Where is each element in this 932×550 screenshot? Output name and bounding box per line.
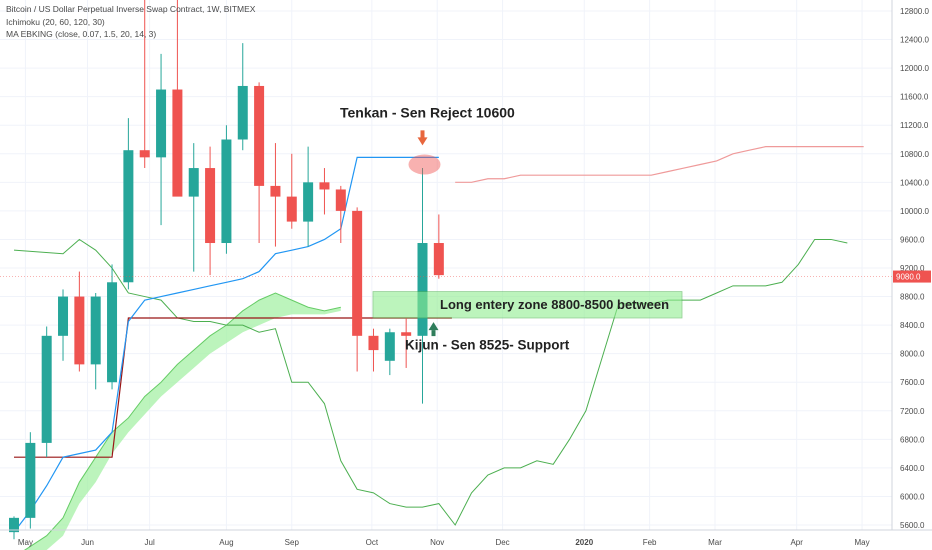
- tenkan-annotation-text: Tenkan - Sen Reject 10600: [340, 104, 515, 120]
- x-tick-label: May: [18, 538, 33, 547]
- candle-body: [172, 89, 183, 197]
- up-arrow-stem: [431, 330, 436, 337]
- y-tick-label: 12400.0: [900, 36, 929, 45]
- candle-body: [417, 243, 428, 336]
- y-tick-label: 12800.0: [900, 7, 929, 16]
- grid-lines: [0, 0, 892, 530]
- y-tick-label: 8800.0: [900, 293, 925, 302]
- x-tick-label: Sep: [285, 538, 300, 547]
- ichimoku-cloud: [23, 292, 341, 550]
- current-price-label: 9080.0: [896, 273, 921, 282]
- y-tick-label: 11600.0: [900, 93, 929, 102]
- candle-body: [221, 139, 232, 244]
- candle-body: [41, 335, 52, 443]
- candle-body: [319, 182, 330, 190]
- candle-body: [401, 332, 412, 336]
- x-tick-label: May: [854, 538, 869, 547]
- ma-legend: MA EBKING (close, 0.07, 1.5, 20, 14, 3): [6, 29, 157, 39]
- y-tick-label: 6400.0: [900, 464, 925, 473]
- x-tick-label: 2020: [575, 538, 593, 547]
- candle-body: [335, 189, 346, 211]
- tenkan-reject-ellipse: [408, 154, 441, 175]
- candle-body: [270, 185, 281, 197]
- y-tick-label: 6800.0: [900, 435, 925, 444]
- candle-body: [188, 168, 199, 197]
- x-tick-label: Aug: [219, 538, 233, 547]
- senkou-span-a-line: [23, 292, 341, 550]
- y-tick-label: 11200.0: [900, 121, 929, 130]
- y-tick-label: 9200.0: [900, 264, 925, 273]
- y-tick-label: 8000.0: [900, 350, 925, 359]
- x-tick-label: Jul: [145, 538, 155, 547]
- up-arrow-icon: [428, 322, 439, 331]
- candle-body: [107, 282, 118, 383]
- y-tick-label: 5600.0: [900, 521, 925, 530]
- current-price-tag: [893, 270, 931, 283]
- y-tick-label: 10800.0: [900, 150, 929, 159]
- x-tick-label: Dec: [495, 538, 509, 547]
- candle-body: [74, 296, 85, 365]
- kijun-annotation-text: Kijun - Sen 8525- Support: [405, 337, 570, 352]
- candle-body: [433, 243, 444, 276]
- candle-body: [286, 196, 297, 222]
- y-tick-label: 10400.0: [900, 178, 929, 187]
- candle-body: [25, 442, 36, 518]
- annotations: Tenkan - Sen Reject 10600 Long entery zon…: [340, 104, 683, 352]
- tenkan-sen-line: [13, 156, 439, 533]
- x-tick-label: Apr: [790, 538, 803, 547]
- candle-body: [303, 182, 314, 222]
- senkou-span-b-line: [455, 146, 864, 183]
- x-tick-label: Oct: [366, 538, 379, 547]
- x-tick-label: Nov: [430, 538, 444, 547]
- candle-body: [139, 150, 150, 158]
- x-tick-label: Jun: [81, 538, 94, 547]
- x-tick-label: Mar: [708, 538, 722, 547]
- y-tick-label: 7200.0: [900, 407, 925, 416]
- candle-body: [352, 210, 363, 336]
- y-tick-label: 10000.0: [900, 207, 929, 216]
- y-tick-label: 6000.0: [900, 492, 925, 501]
- candle-body: [58, 296, 69, 336]
- down-arrow-stem: [420, 130, 425, 139]
- y-tick-label: 7600.0: [900, 378, 925, 387]
- candle-body: [237, 85, 248, 140]
- y-tick-label: 12000.0: [900, 64, 929, 73]
- y-tick-label: 8400.0: [900, 321, 925, 330]
- candle-body: [90, 296, 101, 365]
- candle-body: [156, 89, 167, 158]
- zone-annotation-text: Long entery zone 8800-8500 between: [440, 297, 669, 312]
- x-tick-label: Feb: [643, 538, 657, 547]
- candle-body: [9, 517, 19, 533]
- y-tick-label: 9600.0: [900, 235, 925, 244]
- candle-body: [205, 168, 216, 244]
- long-entry-zone: [372, 291, 683, 319]
- chart-title: Bitcoin / US Dollar Perpetual Inverse Sw…: [6, 4, 256, 14]
- down-arrow-icon: [417, 137, 428, 146]
- candlesticks: [9, 0, 444, 540]
- candle-body: [254, 85, 265, 186]
- candle-body: [384, 332, 395, 361]
- candle-body: [123, 150, 134, 283]
- ichimoku-legend: Ichimoku (20, 60, 120, 30): [6, 17, 105, 27]
- indicator-lines: [13, 146, 864, 533]
- candle-body: [368, 335, 379, 351]
